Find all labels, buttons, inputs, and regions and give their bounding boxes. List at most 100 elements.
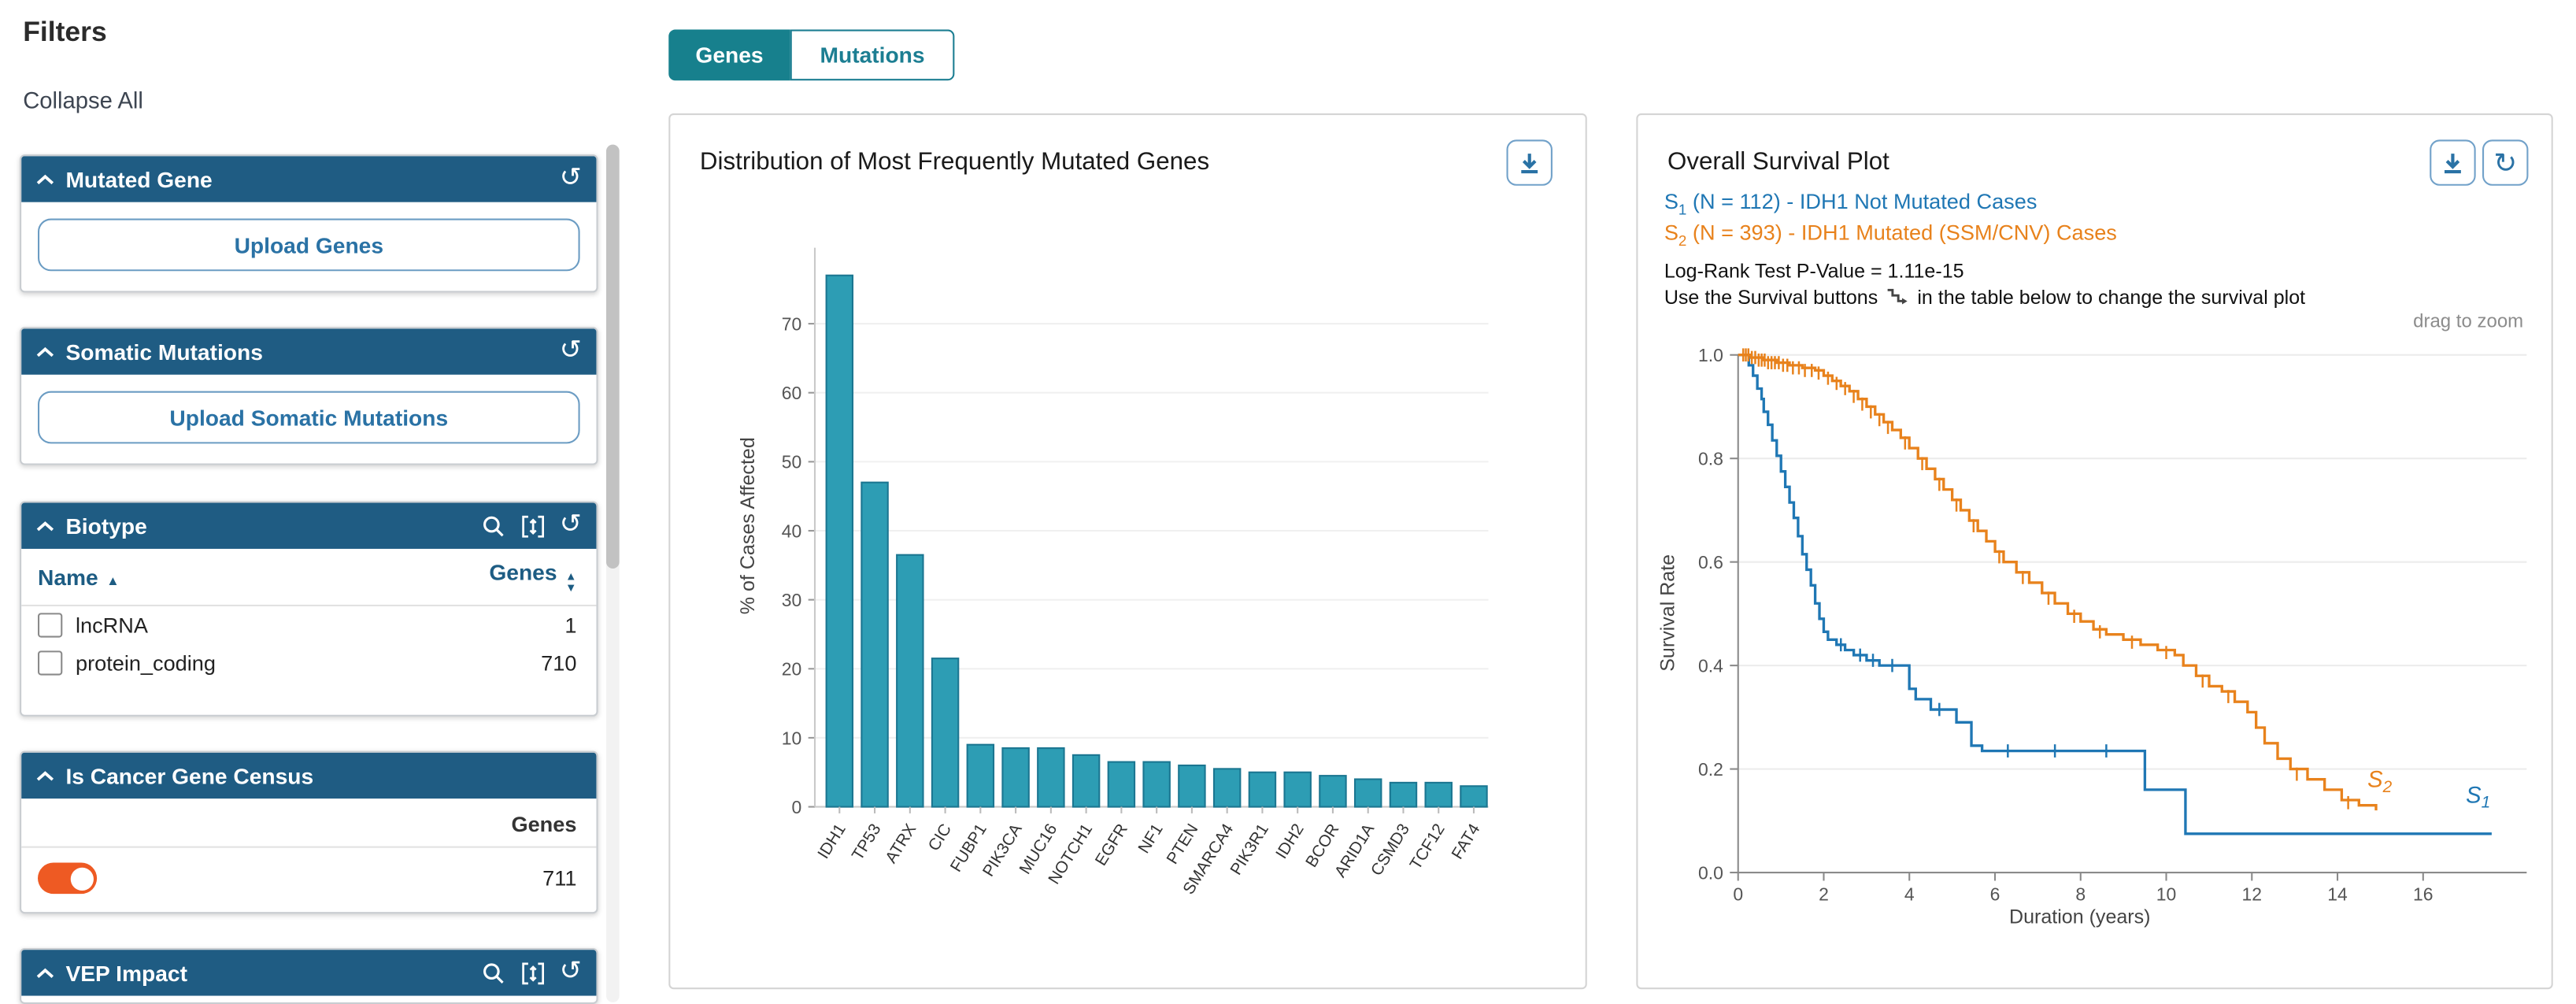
chevron-up-icon[interactable] bbox=[36, 173, 54, 185]
svg-text:50: 50 bbox=[782, 452, 802, 472]
cgc-header[interactable]: Is Cancer Gene Census bbox=[21, 752, 597, 799]
svg-text:0: 0 bbox=[792, 797, 802, 817]
toggle-knob bbox=[69, 866, 93, 890]
svg-text:BCOR: BCOR bbox=[1302, 821, 1342, 870]
svg-text:FUBP1: FUBP1 bbox=[947, 821, 990, 875]
survival-hint: Use the Survival buttons in the table be… bbox=[1664, 286, 2306, 309]
svg-text:PTEN: PTEN bbox=[1163, 821, 1201, 867]
header-icons: ↺ bbox=[481, 958, 582, 987]
svg-text:0: 0 bbox=[1733, 884, 1743, 905]
vep-header[interactable]: VEP Impact ↺ bbox=[21, 950, 597, 996]
svg-text:10: 10 bbox=[2156, 884, 2177, 905]
svg-text:ATRX: ATRX bbox=[882, 821, 920, 866]
cgc-toggle[interactable] bbox=[37, 862, 98, 895]
chevron-up-icon[interactable] bbox=[36, 520, 54, 532]
svg-text:EGFR: EGFR bbox=[1092, 821, 1131, 869]
svg-text:10: 10 bbox=[782, 728, 802, 748]
svg-text:IDH2: IDH2 bbox=[1272, 821, 1308, 861]
chevron-up-icon[interactable] bbox=[36, 770, 54, 782]
svg-text:30: 30 bbox=[782, 590, 802, 610]
chevron-up-icon[interactable] bbox=[36, 967, 54, 979]
filter-panel-biotype: Biotype ↺ Name ▲ Genes ▲ ▼ lncRNA 1 protein… bbox=[20, 501, 598, 717]
filter-panel-cancer-gene-census: Is Cancer Gene Census Genes 711 bbox=[20, 750, 598, 914]
search-icon[interactable] bbox=[481, 961, 505, 985]
mutated-gene-header[interactable]: Mutated Gene ↺ bbox=[21, 156, 597, 202]
column-genes[interactable]: Genes ▲ ▼ bbox=[489, 560, 577, 595]
svg-text:14: 14 bbox=[2327, 884, 2348, 905]
svg-text:S2: S2 bbox=[2367, 768, 2392, 796]
svg-text:ARID1A: ARID1A bbox=[1331, 821, 1378, 880]
sort-icon[interactable]: ▲ ▼ bbox=[564, 572, 577, 595]
tab-genes[interactable]: Genes bbox=[668, 29, 790, 81]
survival-plot-title: Overall Survival Plot bbox=[1667, 147, 1889, 176]
svg-text:Duration (years): Duration (years) bbox=[2009, 906, 2150, 928]
upload-somatic-mutations-button[interactable]: Upload Somatic Mutations bbox=[37, 391, 580, 444]
checkbox-protein-coding[interactable] bbox=[37, 650, 63, 676]
panel-title: Biotype bbox=[65, 513, 147, 539]
reload-icon: ↻ bbox=[2493, 146, 2518, 179]
filter-panel-mutated-gene: Mutated Gene ↺ Upload Genes bbox=[20, 154, 598, 293]
svg-text:0.0: 0.0 bbox=[1698, 862, 1723, 883]
expand-icon[interactable] bbox=[520, 513, 545, 538]
cgc-count: 711 bbox=[542, 865, 577, 891]
svg-text:IDH1: IDH1 bbox=[814, 821, 849, 861]
svg-text:12: 12 bbox=[2242, 884, 2263, 905]
reset-icon[interactable]: ↺ bbox=[559, 336, 582, 365]
download-icon bbox=[1521, 154, 1538, 174]
search-icon[interactable] bbox=[481, 513, 505, 538]
svg-text:S1: S1 bbox=[2466, 783, 2490, 811]
filters-heading: Filters bbox=[23, 16, 107, 48]
row-count: 1 bbox=[564, 613, 577, 639]
expand-icon[interactable] bbox=[520, 961, 545, 985]
filter-panel-somatic-mutations: Somatic Mutations ↺ Upload Somatic Mutat… bbox=[20, 327, 598, 465]
collapse-all-button[interactable]: Collapse All bbox=[23, 87, 143, 113]
panel-title: Somatic Mutations bbox=[65, 339, 263, 365]
column-name[interactable]: Name ▲ bbox=[37, 565, 120, 591]
bar-chart-title: Distribution of Most Frequently Mutated … bbox=[699, 147, 1210, 176]
reset-icon[interactable]: ↺ bbox=[559, 510, 582, 539]
tab-mutations[interactable]: Mutations bbox=[790, 29, 955, 81]
upload-genes-button[interactable]: Upload Genes bbox=[37, 218, 580, 272]
svg-text:0.4: 0.4 bbox=[1698, 655, 1723, 676]
svg-text:TP53: TP53 bbox=[849, 821, 885, 863]
svg-text:MUC16: MUC16 bbox=[1016, 821, 1060, 877]
sort-asc-icon[interactable]: ▲ bbox=[106, 573, 120, 589]
reset-icon[interactable]: ↺ bbox=[559, 958, 582, 987]
download-icon bbox=[2445, 154, 2461, 174]
cgc-body: Genes 711 bbox=[21, 798, 597, 909]
download-button[interactable] bbox=[2430, 139, 2476, 186]
reload-button[interactable]: ↻ bbox=[2482, 139, 2529, 186]
svg-text:PIK3R1: PIK3R1 bbox=[1227, 821, 1272, 878]
svg-text:FAT4: FAT4 bbox=[1448, 821, 1483, 862]
svg-text:CIC: CIC bbox=[925, 821, 956, 854]
svg-text:0.8: 0.8 bbox=[1698, 449, 1723, 469]
sidebar-scrollbar-track[interactable] bbox=[605, 144, 620, 1002]
svg-text:1.0: 1.0 bbox=[1698, 345, 1723, 365]
log-rank-pvalue: Log-Rank Test P-Value = 1.11e-15 bbox=[1664, 259, 1964, 283]
svg-text:PIK3CA: PIK3CA bbox=[979, 821, 1026, 880]
reset-icon[interactable]: ↺ bbox=[559, 164, 582, 193]
panel-title: VEP Impact bbox=[65, 960, 187, 985]
svg-text:40: 40 bbox=[782, 521, 802, 541]
row-label: lncRNA bbox=[75, 613, 148, 639]
biotype-row-lncRNA[interactable]: lncRNA 1 bbox=[21, 607, 596, 645]
chevron-up-icon[interactable] bbox=[36, 346, 54, 358]
survival-button-icon bbox=[1887, 288, 1908, 305]
somatic-mutations-header[interactable]: Somatic Mutations ↺ bbox=[21, 328, 597, 375]
survival-plot-card: Overall Survival Plot ↻ S1 (N = 112) - I… bbox=[1636, 113, 2553, 990]
svg-text:60: 60 bbox=[782, 383, 802, 403]
download-button[interactable] bbox=[1506, 139, 1553, 186]
biotype-body: Name ▲ Genes ▲ ▼ lncRNA 1 protein_coding 71… bbox=[21, 549, 597, 683]
svg-text:0.6: 0.6 bbox=[1698, 552, 1723, 572]
cgc-toggle-row: 711 bbox=[21, 848, 596, 909]
sidebar-scrollbar-thumb[interactable] bbox=[605, 144, 620, 569]
drag-to-zoom-hint: drag to zoom bbox=[2413, 312, 2524, 332]
checkbox-lncRNA[interactable] bbox=[37, 613, 63, 639]
biotype-header[interactable]: Biotype ↺ bbox=[21, 502, 597, 549]
svg-text:70: 70 bbox=[782, 313, 802, 334]
svg-text:% of Cases Affected: % of Cases Affected bbox=[737, 437, 759, 614]
mutated-genes-chart-card: Distribution of Most Frequently Mutated … bbox=[668, 113, 1588, 991]
biotype-row-protein-coding[interactable]: protein_coding 710 bbox=[21, 645, 596, 683]
